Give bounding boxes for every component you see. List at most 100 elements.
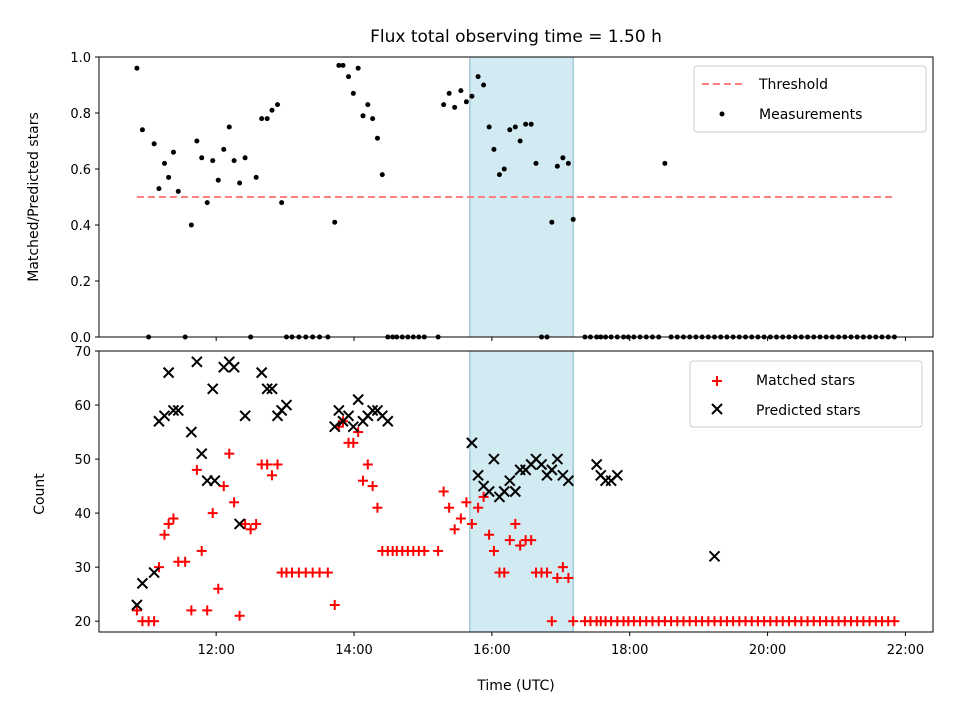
measurement-point <box>662 160 668 166</box>
measurement-point <box>139 127 145 133</box>
matched-star-point <box>149 616 160 627</box>
measurement-point <box>340 62 346 68</box>
measurement-point <box>365 102 371 108</box>
x-tick-label: 20:00 <box>749 643 786 658</box>
measurement-point <box>221 146 227 152</box>
measurement-point <box>259 116 265 122</box>
measurement-point <box>156 186 162 192</box>
matched-star-point <box>348 437 359 448</box>
matched-star-point <box>180 556 191 567</box>
predicted-star-point <box>228 361 240 373</box>
measurement-point <box>463 99 469 105</box>
measurement-point <box>517 138 523 144</box>
measurement-point <box>199 155 205 161</box>
matched-star-point <box>163 518 174 529</box>
measurement-point <box>253 174 259 180</box>
measurement-point <box>237 180 243 186</box>
matched-star-point <box>419 545 430 556</box>
predicted-star-point <box>472 469 484 481</box>
measurement-point <box>481 82 487 88</box>
measurement-point <box>469 93 475 99</box>
matched-star-point <box>202 605 213 616</box>
measurement-point <box>360 113 366 119</box>
y-tick-label: 1.0 <box>70 51 91 66</box>
matched-star-point <box>515 540 526 551</box>
bottom-legend-box <box>689 360 923 428</box>
predicted-star-point <box>185 426 198 438</box>
top-y-axis-ticks: 0.0 0.2 0.4 0.6 0.8 1.0 <box>70 51 99 346</box>
matched-star-point <box>245 524 256 535</box>
predicted-star-point <box>498 485 510 498</box>
top-legend-box <box>693 65 927 133</box>
measurement-point <box>332 219 338 225</box>
matched-star-point <box>186 605 197 616</box>
x-tick-label: 22:00 <box>887 643 924 658</box>
measurement-point <box>188 222 194 228</box>
matched-star-point <box>207 508 218 519</box>
x-tick-label: 12:00 <box>197 643 234 658</box>
measurement-point <box>275 102 281 108</box>
matched-star-point <box>484 529 495 540</box>
predicted-star-point <box>136 577 149 590</box>
y-tick-label: 40 <box>74 507 91 522</box>
measurement-point <box>458 88 464 94</box>
matched-star-point <box>552 572 563 583</box>
predicted-star-point <box>562 474 575 487</box>
y-tick-label: 50 <box>74 453 91 468</box>
predicted-star-point <box>333 404 345 417</box>
matched-star-point <box>353 427 364 438</box>
predicted-star-point <box>551 453 564 465</box>
matched-star-point <box>568 616 579 627</box>
measurement-point <box>204 200 210 206</box>
y-tick-label: 0.0 <box>70 331 91 346</box>
predicted-star-point <box>172 404 184 417</box>
measurement-point <box>523 121 529 127</box>
matched-star-point <box>546 616 557 627</box>
measurement-point <box>374 135 380 141</box>
measurement-point <box>242 155 248 161</box>
matched-star-point <box>473 502 484 513</box>
matched-star-point <box>322 567 333 578</box>
predicted-star-point <box>280 399 293 411</box>
predicted-star-point <box>233 518 246 530</box>
y-tick-label: 0.6 <box>70 163 91 178</box>
bottom-axes-frame <box>98 350 934 633</box>
measurement-point <box>501 166 507 172</box>
predicted-star-point <box>509 485 522 498</box>
y-tick-label: 70 <box>74 345 91 360</box>
measurement-point <box>269 107 275 113</box>
matched-star-point <box>526 535 537 546</box>
predicted-star-point <box>611 469 624 481</box>
matched-star-point <box>466 518 477 529</box>
matched-star-point <box>240 518 251 529</box>
matched-star-point <box>168 513 179 524</box>
predicted-star-point <box>466 437 478 449</box>
measurement-point <box>554 163 560 169</box>
matched-star-point <box>362 459 373 470</box>
matched-star-point <box>557 562 568 573</box>
predicted-star-point <box>342 410 355 422</box>
measurement-point <box>210 158 216 164</box>
y-tick-label: 0.4 <box>70 219 91 234</box>
x-axis-label: Time (UTC) <box>476 678 554 694</box>
matched-star-point <box>542 567 553 578</box>
measurement-point <box>336 62 342 68</box>
predicted-star-point <box>546 464 558 476</box>
y-tick-label: 20 <box>74 615 91 630</box>
matched-star-point <box>153 562 164 573</box>
measurement-point <box>512 124 518 130</box>
top-axes-frame <box>98 56 934 338</box>
measurement-point <box>496 172 502 178</box>
measurement-point <box>346 74 352 80</box>
y-tick-label: 0.8 <box>70 107 91 122</box>
matched-star-point <box>504 535 515 546</box>
legend-threshold-label: Threshold <box>758 77 828 93</box>
predicted-star-point <box>209 474 221 487</box>
matched-star-point <box>234 610 245 621</box>
measurement-point <box>161 160 167 166</box>
matched-star-point <box>329 599 340 610</box>
measurement-point <box>507 127 513 133</box>
predicted-star-point <box>382 415 394 427</box>
matched-star-point <box>488 545 499 556</box>
matched-star-point <box>267 470 278 481</box>
